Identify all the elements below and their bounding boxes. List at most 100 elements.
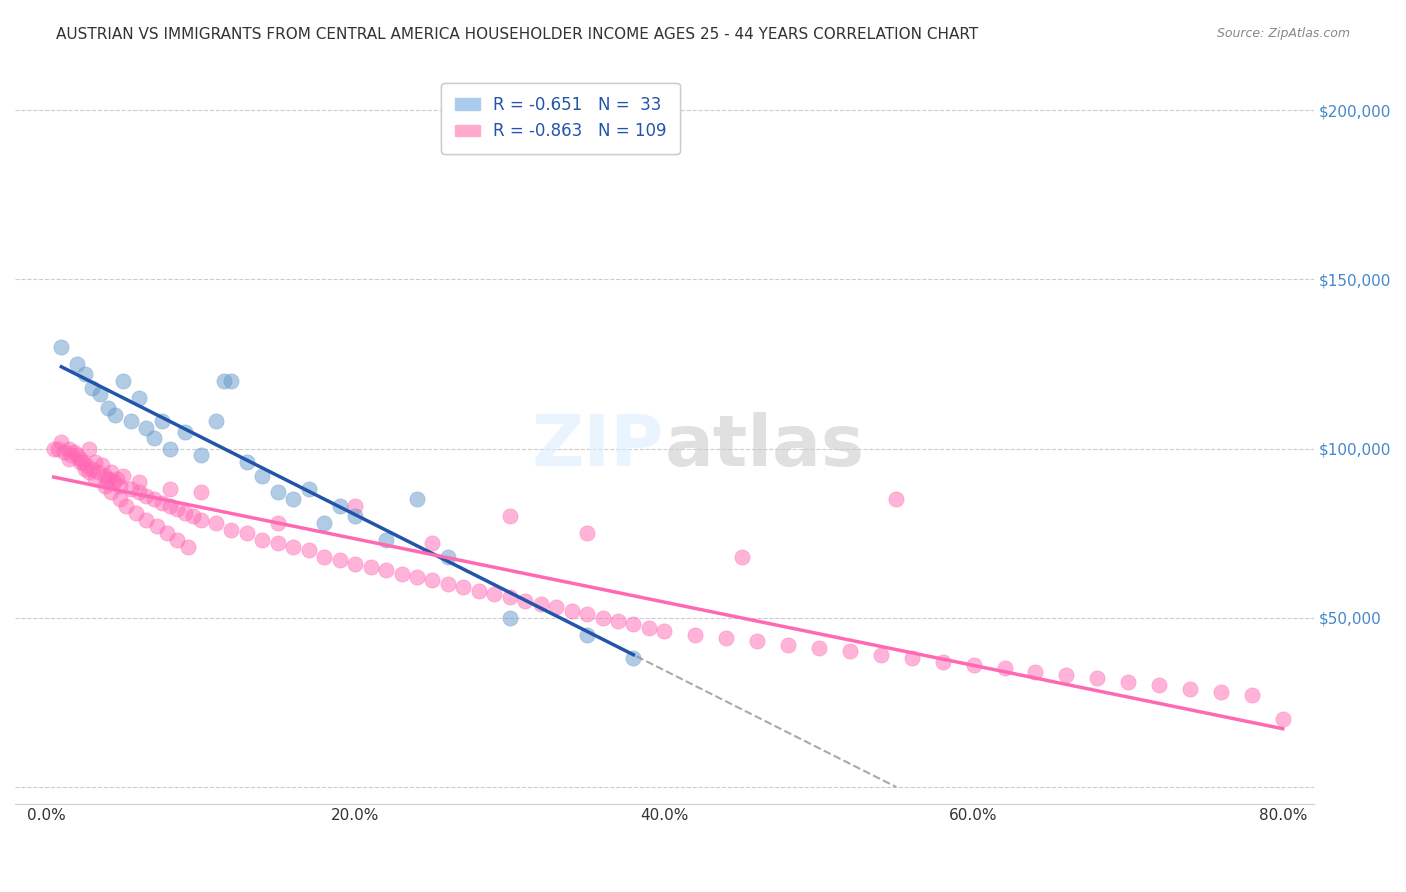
Point bbox=[112, 468, 135, 483]
Point bbox=[931, 655, 953, 669]
Point bbox=[329, 553, 352, 567]
Point bbox=[329, 499, 352, 513]
Point bbox=[344, 557, 367, 571]
Point bbox=[576, 607, 599, 622]
Point bbox=[42, 442, 65, 456]
Point bbox=[143, 431, 166, 445]
Point bbox=[159, 499, 181, 513]
Point bbox=[499, 610, 522, 624]
Point bbox=[962, 657, 984, 672]
Point bbox=[159, 442, 181, 456]
Point bbox=[190, 448, 212, 462]
Point bbox=[77, 465, 100, 479]
Point bbox=[205, 414, 228, 428]
Point bbox=[143, 492, 166, 507]
Text: Source: ZipAtlas.com: Source: ZipAtlas.com bbox=[1216, 27, 1350, 40]
Point bbox=[993, 661, 1015, 675]
Point bbox=[181, 509, 204, 524]
Text: ZIP: ZIP bbox=[531, 412, 665, 481]
Point bbox=[375, 533, 398, 547]
Point bbox=[1024, 665, 1046, 679]
Text: atlas: atlas bbox=[665, 412, 865, 481]
Point bbox=[205, 516, 228, 530]
Point bbox=[654, 624, 676, 639]
Point bbox=[128, 485, 150, 500]
Text: AUSTRIAN VS IMMIGRANTS FROM CENTRAL AMERICA HOUSEHOLDER INCOME AGES 25 - 44 YEAR: AUSTRIAN VS IMMIGRANTS FROM CENTRAL AMER… bbox=[56, 27, 979, 42]
Point bbox=[592, 610, 614, 624]
Point bbox=[58, 442, 80, 456]
Point bbox=[66, 357, 89, 371]
Point bbox=[97, 472, 120, 486]
Point bbox=[838, 644, 860, 658]
Point bbox=[46, 442, 69, 456]
Point bbox=[406, 570, 429, 584]
Point bbox=[100, 465, 122, 479]
Point bbox=[58, 451, 80, 466]
Point bbox=[124, 506, 146, 520]
Point bbox=[69, 451, 91, 466]
Point bbox=[128, 475, 150, 490]
Point bbox=[422, 574, 444, 588]
Point bbox=[174, 506, 197, 520]
Point bbox=[731, 549, 754, 564]
Point bbox=[77, 442, 100, 456]
Point bbox=[155, 526, 177, 541]
Point bbox=[499, 591, 522, 605]
Point bbox=[150, 414, 173, 428]
Point bbox=[252, 468, 274, 483]
Point bbox=[120, 414, 142, 428]
Point bbox=[530, 597, 553, 611]
Point bbox=[252, 533, 274, 547]
Point bbox=[869, 648, 891, 662]
Point bbox=[283, 540, 305, 554]
Point bbox=[515, 593, 537, 607]
Point bbox=[283, 492, 305, 507]
Point bbox=[69, 455, 91, 469]
Point bbox=[112, 374, 135, 388]
Point bbox=[93, 468, 115, 483]
Point bbox=[437, 549, 460, 564]
Point bbox=[1271, 712, 1294, 726]
Point bbox=[900, 651, 922, 665]
Point bbox=[97, 401, 120, 415]
Point bbox=[236, 526, 259, 541]
Point bbox=[104, 408, 127, 422]
Point bbox=[267, 516, 290, 530]
Point bbox=[166, 502, 188, 516]
Point bbox=[128, 391, 150, 405]
Point bbox=[344, 499, 367, 513]
Point bbox=[453, 580, 475, 594]
Point bbox=[1085, 672, 1108, 686]
Point bbox=[360, 560, 382, 574]
Legend: R = -0.651   N =  33, R = -0.863   N = 109: R = -0.651 N = 33, R = -0.863 N = 109 bbox=[441, 83, 679, 153]
Point bbox=[82, 462, 104, 476]
Point bbox=[84, 472, 107, 486]
Point bbox=[561, 604, 583, 618]
Point bbox=[62, 445, 84, 459]
Point bbox=[108, 479, 131, 493]
Point bbox=[499, 509, 522, 524]
Point bbox=[406, 492, 429, 507]
Point bbox=[1116, 674, 1139, 689]
Point bbox=[314, 549, 336, 564]
Point bbox=[159, 482, 181, 496]
Point bbox=[135, 421, 157, 435]
Point bbox=[375, 563, 398, 577]
Point bbox=[146, 519, 169, 533]
Point bbox=[221, 523, 243, 537]
Point bbox=[97, 472, 120, 486]
Point bbox=[108, 492, 131, 507]
Point bbox=[607, 614, 630, 628]
Point bbox=[422, 536, 444, 550]
Point bbox=[1209, 685, 1232, 699]
Point bbox=[82, 381, 104, 395]
Point bbox=[298, 482, 321, 496]
Point bbox=[75, 458, 97, 473]
Point bbox=[344, 509, 367, 524]
Point bbox=[135, 489, 157, 503]
Point bbox=[87, 465, 110, 479]
Point bbox=[747, 634, 769, 648]
Point bbox=[1147, 678, 1170, 692]
Point bbox=[1240, 689, 1263, 703]
Point bbox=[93, 479, 115, 493]
